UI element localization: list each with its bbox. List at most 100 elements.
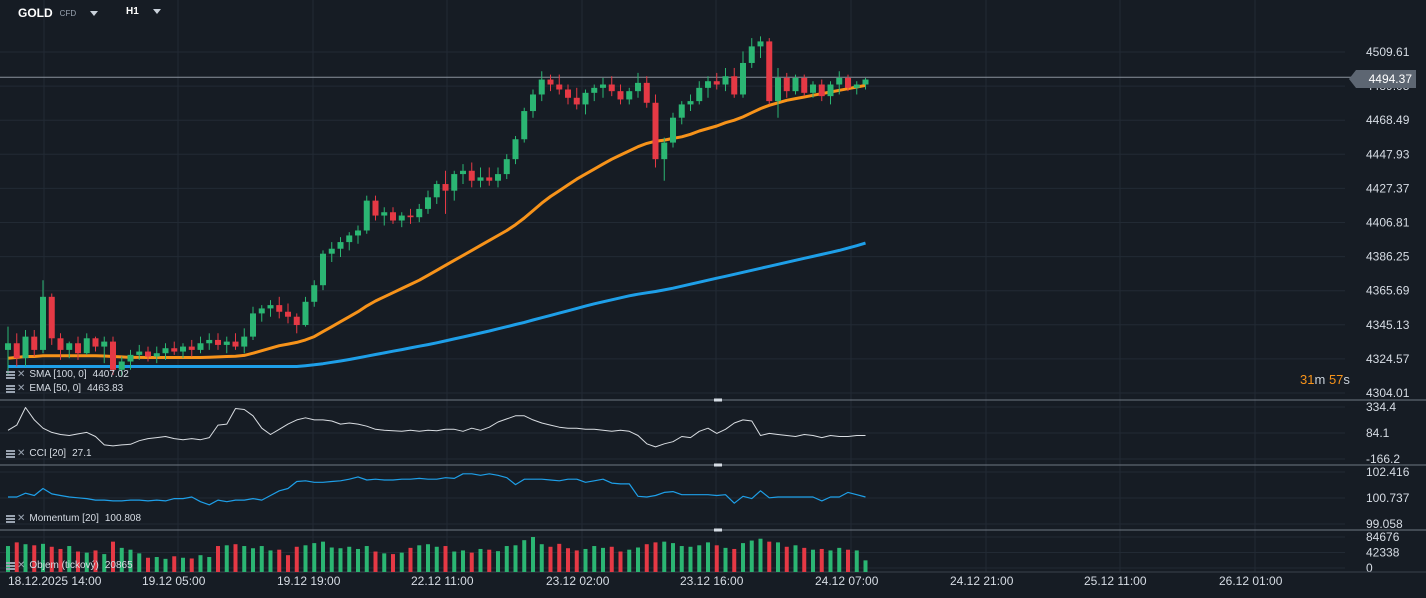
volume-axis-tick: 84676 [1366,530,1400,544]
volume-bar [14,542,19,572]
volume-bar [119,547,124,572]
candle-body [591,87,598,93]
volume-bar [627,549,632,572]
legend-momentum[interactable]: ✕ Momentum [20] 100.808 [6,513,141,524]
candle-body [188,346,195,350]
close-icon[interactable]: ✕ [17,513,26,524]
volume-bar [312,543,317,572]
symbol-selector[interactable]: GOLD CFD [18,6,99,20]
volume-bar [741,543,745,572]
volume-bar [784,546,789,572]
time-axis-tick: 25.12 11:00 [1084,574,1147,588]
close-icon[interactable]: ✕ [17,369,26,380]
momentum-axis-tick: 100.737 [1366,491,1410,505]
volume-bar [636,547,640,572]
volume-bar [452,551,457,572]
candle-body [862,79,869,85]
candle-body [162,348,169,354]
volume-bar [434,546,439,572]
candle-body [731,76,738,95]
price-axis-tick: 4468.49 [1366,113,1410,127]
countdown-seconds-unit: s [1343,372,1350,387]
close-icon[interactable]: ✕ [17,560,26,571]
volume-bar [819,548,824,572]
timeframe-label: H1 [126,6,139,17]
time-axis-tick: 19.12 05:00 [142,574,206,588]
price-axis-tick: 4386.25 [1366,250,1410,264]
settings-lines-icon[interactable] [6,384,15,393]
timeframe-selector[interactable]: H1 [126,6,161,17]
volume-bar [137,553,142,572]
settings-lines-icon[interactable] [6,561,15,570]
price-axis-tick: 4345.13 [1366,318,1410,332]
countdown-minutes-unit: m [1314,372,1326,387]
momentum-axis-tick: 99.058 [1366,517,1403,531]
legend-ema[interactable]: ✕ EMA [50, 0] 4463.83 [6,383,123,394]
settings-lines-icon[interactable] [6,514,15,523]
volume-bar [758,538,763,572]
settings-lines-icon[interactable] [6,449,15,458]
countdown-minutes: 31 [1300,372,1315,387]
candle-body [92,338,99,347]
volume-bar [268,550,273,572]
time-axis-tick: 19.12 19:00 [277,574,341,588]
legend-cci[interactable]: ✕ CCI [20] 27.1 [6,448,92,459]
candle-body [136,351,143,355]
volume-bar [84,552,89,572]
candle-body [215,339,221,345]
candle-body [757,41,764,47]
volume-bar [189,558,194,572]
pane-resize-handle [714,528,722,532]
volume-bar [469,552,474,572]
volume-bar [408,547,413,572]
volume-bar [478,548,483,572]
pane-resize-handle [714,398,722,402]
volume-axis-tick: 0 [1366,561,1373,575]
candle-body [328,248,335,254]
volume-bar [583,548,588,572]
candle-body [75,343,81,354]
close-icon[interactable]: ✕ [17,448,26,459]
candle-body [180,346,186,352]
volume-bar [76,551,80,572]
volume-bar [714,545,719,572]
volume-bar [522,540,527,572]
volume-bar [303,545,308,572]
volume-bar [259,546,264,572]
candle-body [127,354,134,362]
candle-body [512,139,519,160]
volume-bar [644,544,649,572]
volume-bar [329,547,334,572]
candle-body [372,200,379,216]
candle-body [626,91,633,100]
candle-body [442,184,449,191]
candle-body [57,338,64,350]
candle-body [468,170,475,181]
volume-bar [294,546,299,572]
volume-bar [443,546,448,572]
volume-bar [216,546,220,572]
volume-bar [391,554,395,572]
settings-lines-icon[interactable] [6,370,15,379]
volume-bar [697,545,702,572]
symbol-type: CFD [59,8,77,18]
candle-body [232,341,239,347]
legend-volume[interactable]: ✕ Objem (tickový) 20865 [6,560,133,571]
legend-sma[interactable]: ✕ SMA [100, 0] 4407.02 [6,369,129,380]
volume-bar [356,548,360,572]
price-axis-tick: 4427.37 [1366,181,1410,195]
price-axis-tick: 4365.69 [1366,284,1410,298]
candle-body [355,230,361,236]
candle-body [538,79,545,95]
candle-body [83,338,90,354]
momentum-line [8,473,866,506]
candle-body [13,343,20,359]
volume-bar [793,545,798,572]
volume-bar [207,557,212,572]
close-icon[interactable]: ✕ [17,383,26,394]
volume-bar [548,546,553,572]
volume-label: Objem (tickový) [29,560,99,571]
candle-body [153,353,160,357]
